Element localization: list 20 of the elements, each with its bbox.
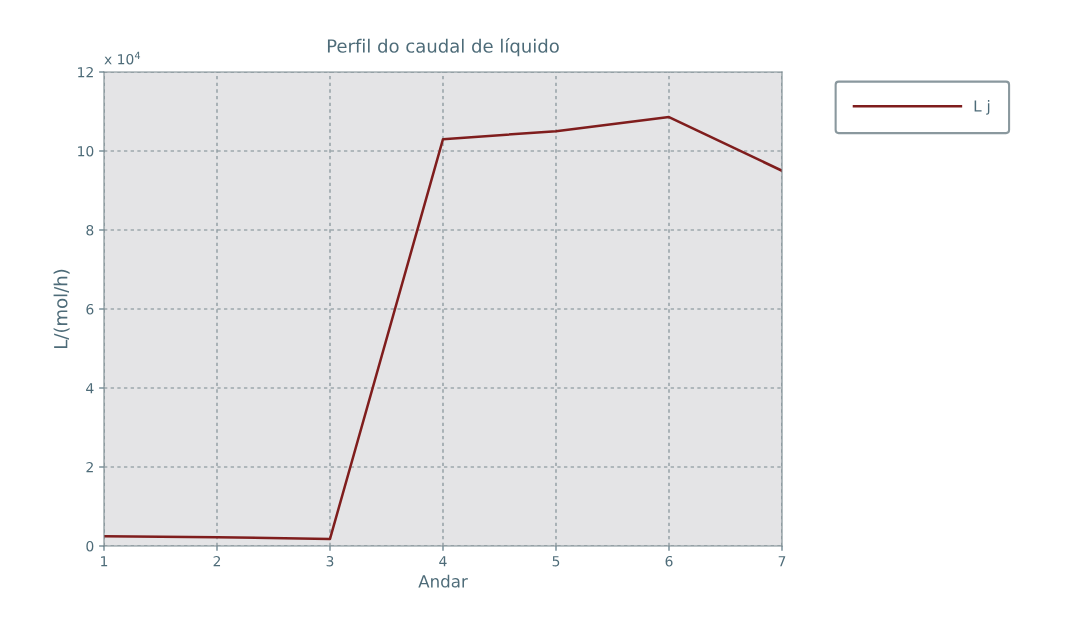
x-tick-label: 2	[213, 555, 221, 567]
y-axis-title: L/(mol/h)	[53, 269, 70, 348]
x-tick-label: 3	[326, 555, 334, 567]
x-tick-label: 4	[439, 556, 447, 567]
text: x 10$^{4}$	[104, 51, 141, 65]
x-tick-label: 6	[665, 555, 673, 567]
y-tick-label: 6	[86, 303, 94, 315]
chart-title: Perfil do caudal de líquido	[327, 38, 559, 57]
x-tick-label: 1	[101, 556, 108, 567]
y-tick-label: 8	[86, 224, 94, 236]
y-tick-label: 10	[78, 145, 94, 157]
x-tick-label: 7	[778, 556, 786, 567]
y-tick-label: 4	[86, 383, 94, 394]
y-tick-label: 12	[78, 66, 93, 78]
x-tick-label: 5	[552, 556, 560, 567]
text: L j	[974, 99, 990, 115]
y-tick-label: 2	[86, 461, 93, 473]
y-tick-label: 0	[86, 540, 94, 552]
x-axis-title: Andar	[418, 574, 468, 588]
line-series	[104, 115, 782, 541]
